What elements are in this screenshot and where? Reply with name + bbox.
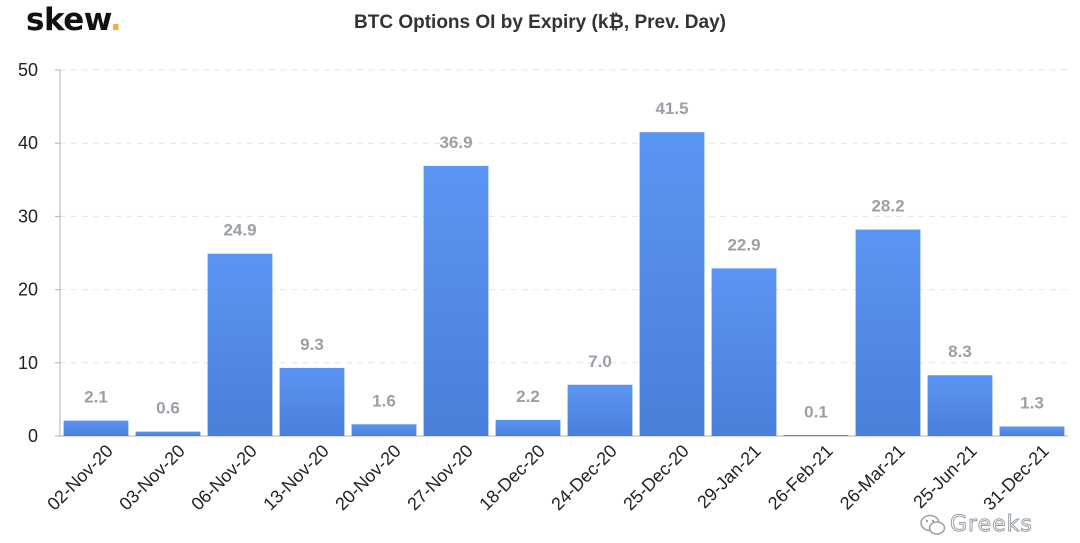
bar-13-Nov-20 xyxy=(279,367,345,436)
bar-03-Nov-20 xyxy=(135,431,201,436)
bar-26-Feb-21 xyxy=(783,435,849,436)
y-tick-label: 10 xyxy=(18,353,38,373)
x-tick-label: 26-Mar-21 xyxy=(836,441,909,514)
x-tick-label: 13-Nov-20 xyxy=(259,441,333,515)
x-tick-label: 29-Jan-21 xyxy=(693,441,764,512)
bar-25-Dec-20 xyxy=(639,132,705,436)
value-label: 7.0 xyxy=(588,352,612,371)
value-label: 0.6 xyxy=(156,399,180,418)
watermark: Greeks xyxy=(920,512,1033,538)
x-tick-label: 02-Nov-20 xyxy=(43,441,117,515)
x-tick-label: 24-Dec-20 xyxy=(547,441,621,515)
bar-06-Nov-20 xyxy=(207,253,273,436)
value-label: 2.1 xyxy=(84,388,108,407)
x-tick-label: 20-Nov-20 xyxy=(331,441,405,515)
x-tick-label: 03-Nov-20 xyxy=(115,441,189,515)
skew-logo: skew. xyxy=(26,2,122,38)
x-tick-label: 06-Nov-20 xyxy=(187,441,261,515)
y-tick-label: 0 xyxy=(28,426,38,446)
y-tick-label: 30 xyxy=(18,206,38,226)
x-tick-label: 25-Jun-21 xyxy=(909,441,980,512)
y-tick-label: 50 xyxy=(18,60,38,80)
value-label: 0.1 xyxy=(804,402,828,421)
value-label: 24.9 xyxy=(223,221,256,240)
x-tick-label: 25-Dec-20 xyxy=(619,441,693,515)
bar-26-Mar-21 xyxy=(855,229,921,436)
value-label: 28.2 xyxy=(871,197,904,216)
bar-18-Dec-20 xyxy=(495,419,561,436)
value-label: 22.9 xyxy=(727,235,760,254)
bar-20-Nov-20 xyxy=(351,424,417,436)
bar-31-Dec-21 xyxy=(999,426,1065,436)
bar-27-Nov-20 xyxy=(423,165,489,436)
y-tick-label: 20 xyxy=(18,280,38,300)
x-axis-labels: 02-Nov-2003-Nov-2006-Nov-2013-Nov-2020-N… xyxy=(43,441,1053,515)
x-tick-label: 31-Dec-21 xyxy=(979,441,1053,515)
watermark-text: Greeks xyxy=(950,512,1033,538)
value-label: 41.5 xyxy=(655,99,688,118)
logo-dot: . xyxy=(109,2,122,38)
value-labels: 2.1 0.6 24.9 9.3 1.6 36.9 2.2 7.0 41.5 22.9 0.1 28.… xyxy=(84,99,1044,421)
x-tick-label: 26-Feb-21 xyxy=(764,441,837,514)
bar-02-Nov-20 xyxy=(63,420,129,436)
y-tick-label: 40 xyxy=(18,133,38,153)
value-label: 1.3 xyxy=(1020,393,1044,412)
value-label: 2.2 xyxy=(516,387,540,406)
x-tick-label: 27-Nov-20 xyxy=(403,441,477,515)
x-tick-label: 18-Dec-20 xyxy=(475,441,549,515)
value-label: 36.9 xyxy=(439,133,472,152)
value-label: 1.6 xyxy=(372,391,396,410)
value-label: 9.3 xyxy=(300,335,324,354)
bar-24-Dec-20 xyxy=(567,384,633,436)
chart-title: BTC Options OI by Expiry (k₿, Prev. Day) xyxy=(354,12,726,33)
logo-text: skew xyxy=(26,2,110,38)
bar-25-Jun-21 xyxy=(927,375,993,436)
value-label: 8.3 xyxy=(948,342,972,361)
bar-29-Jan-21 xyxy=(711,268,777,436)
bars xyxy=(63,132,1065,436)
wechat-icon xyxy=(920,514,946,535)
